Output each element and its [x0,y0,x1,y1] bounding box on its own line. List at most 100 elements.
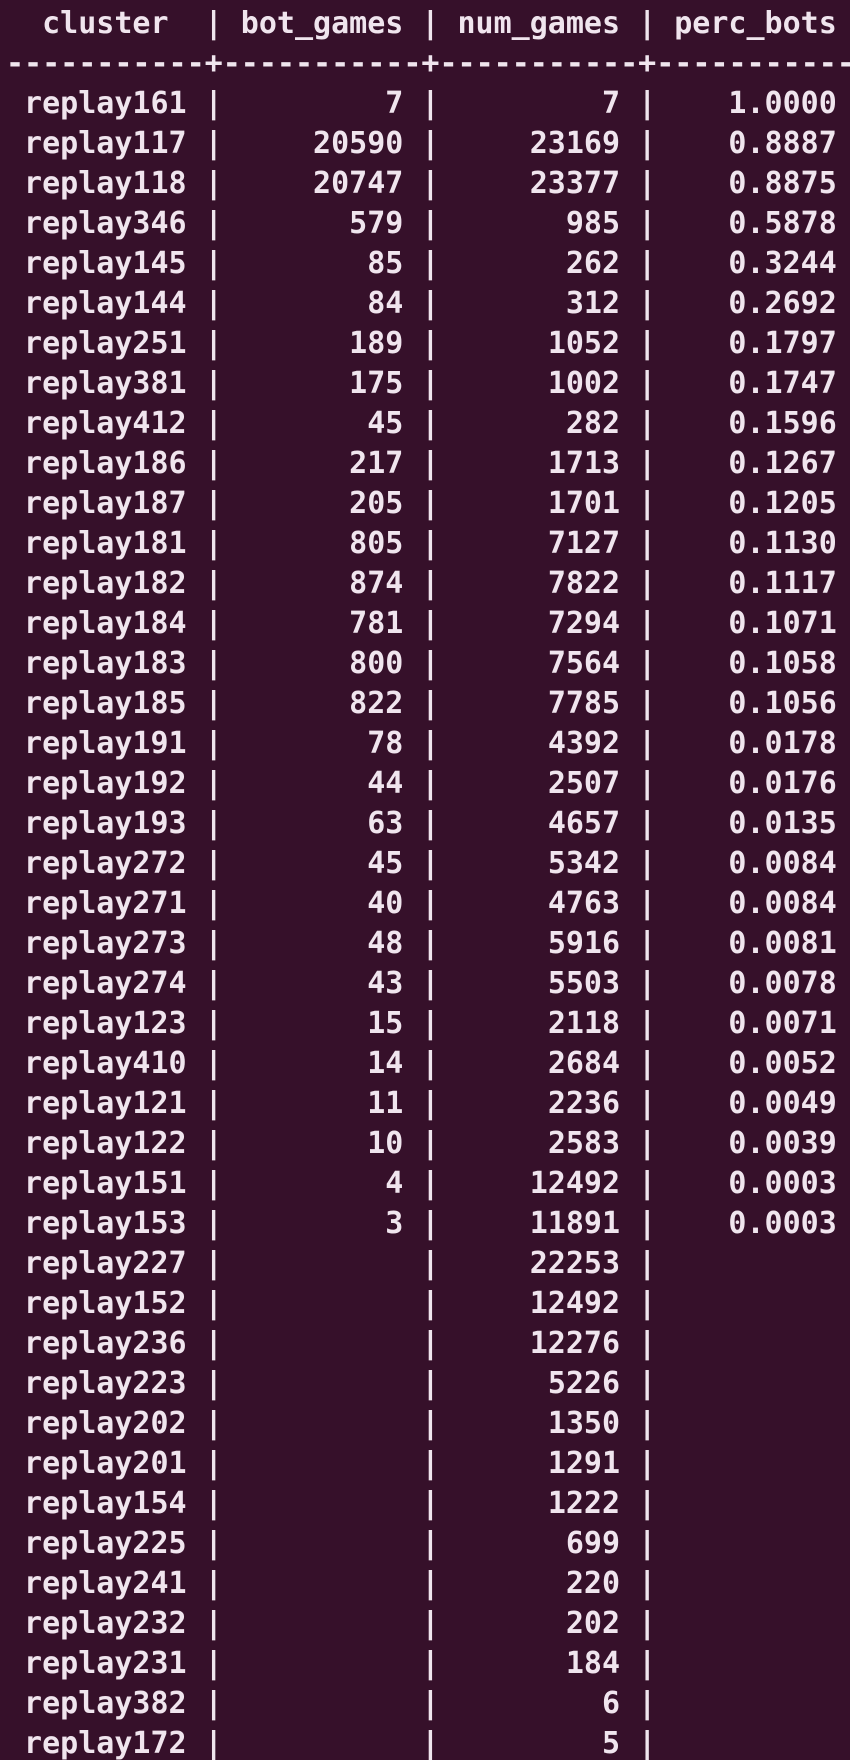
cell-perc-bots: 0.0084 [728,846,837,881]
table-row: replay410 | 14 | 2684 | 0.0052 [6,1044,850,1084]
column-divider: | [204,926,223,961]
cell-bot-games: 874 [349,566,404,601]
cell-perc-bots: 0.0178 [728,726,837,761]
table-row: replay272 | 45 | 5342 | 0.0084 [6,844,850,884]
cell-num-games: 202 [565,1606,621,1641]
cell-cluster: replay346 [24,206,187,241]
column-divider: | [421,1486,440,1521]
column-divider: | [421,1326,440,1361]
cell-num-games: 1002 [547,366,621,401]
table-row: replay412 | 45 | 282 | 0.1596 [6,404,850,444]
column-divider: | [204,1526,223,1561]
column-divider: | [421,1526,440,1561]
cell-num-games: 262 [565,246,621,281]
cell-perc-bots [656,1284,850,1324]
cell-num-games: 184 [565,1646,621,1681]
table-row: replay271 | 40 | 4763 | 0.0084 [6,884,850,924]
column-divider: | [421,926,440,961]
table-row: replay187 | 205 | 1701 | 0.1205 [6,484,850,524]
table-row: replay144 | 84 | 312 | 0.2692 [6,284,850,324]
cell-perc-bots: 0.0078 [728,966,837,1001]
column-divider: | [638,1206,657,1241]
column-divider: | [638,566,657,601]
cell-bot-games: 78 [367,726,404,761]
column-divider: | [204,1326,223,1361]
table-row: replay185 | 822 | 7785 | 0.1056 [6,684,850,724]
cell-bot-games: 20590 [313,126,404,161]
table-row: replay251 | 189 | 1052 | 0.1797 [6,324,850,364]
cell-bot-games [223,1724,422,1760]
column-divider: | [204,1206,223,1241]
cell-num-games: 22253 [529,1246,621,1281]
column-divider: | [638,206,657,241]
cell-cluster: replay161 [24,86,187,121]
cell-cluster: replay412 [24,406,187,441]
table-row: replay192 | 44 | 2507 | 0.0176 [6,764,850,804]
cell-bot-games: 11 [367,1086,404,1121]
column-divider: | [204,966,223,1001]
column-divider: | [421,1206,440,1241]
cell-num-games: 1701 [547,486,621,521]
cell-bot-games: 43 [367,966,404,1001]
cell-num-games: 12276 [529,1326,621,1361]
column-divider: | [638,1246,657,1281]
column-divider: | [421,126,440,161]
column-divider: | [421,526,440,561]
column-header-cluster: cluster [42,6,169,41]
column-divider: | [204,486,223,521]
cell-perc-bots: 0.0135 [728,806,837,841]
cell-perc-bots: 0.0084 [728,886,837,921]
cell-cluster: replay201 [24,1446,187,1481]
table-row: replay154 | | 1222 | [6,1484,850,1524]
column-divider: | [638,926,657,961]
cell-bot-games: 45 [367,846,404,881]
table-row: replay117 | 20590 | 23169 | 0.8887 [6,124,850,164]
table-row: replay123 | 15 | 2118 | 0.0071 [6,1004,850,1044]
cell-num-games: 1052 [547,326,621,361]
column-divider: | [204,566,223,601]
cell-num-games: 1291 [547,1446,621,1481]
column-divider: | [638,1046,657,1081]
cell-perc-bots: 0.5878 [728,206,837,241]
column-divider: | [638,726,657,761]
cell-bot-games: 14 [367,1046,404,1081]
table-row: replay118 | 20747 | 23377 | 0.8875 [6,164,850,204]
cell-cluster: replay223 [24,1366,187,1401]
table-row: replay202 | | 1350 | [6,1404,850,1444]
column-divider: | [638,366,657,401]
column-divider: | [638,1646,657,1681]
table-row: replay151 | 4 | 12492 | 0.0003 [6,1164,850,1204]
cell-cluster: replay117 [24,126,187,161]
column-divider: | [421,286,440,321]
column-divider: | [204,366,223,401]
column-divider: | [638,526,657,561]
column-divider: | [421,1006,440,1041]
column-divider: | [204,286,223,321]
column-divider: | [204,1646,223,1681]
column-divider: | [638,1126,657,1161]
cell-num-games: 7564 [547,646,621,681]
cell-cluster: replay145 [24,246,187,281]
column-divider: | [204,1246,223,1281]
column-divider: | [204,886,223,921]
cell-bot-games: 800 [349,646,404,681]
column-divider: | [638,1086,657,1121]
column-divider: | [421,686,440,721]
table-row: replay122 | 10 | 2583 | 0.0039 [6,1124,850,1164]
column-divider: | [638,1686,657,1721]
column-divider: | [204,526,223,561]
cell-cluster: replay225 [24,1526,187,1561]
cell-perc-bots: 0.2692 [728,286,837,321]
column-divider: | [204,1126,223,1161]
column-divider: | [204,1566,223,1601]
cell-num-games: 282 [565,406,621,441]
cell-bot-games: 175 [349,366,404,401]
cell-perc-bots: 0.0081 [728,926,837,961]
table-row: replay227 | | 22253 | [6,1244,850,1284]
cell-cluster: replay118 [24,166,187,201]
column-header-perc-bots: perc_bots [674,6,837,41]
cell-cluster: replay231 [24,1646,187,1681]
column-divider: | [421,1366,440,1401]
cell-cluster: replay236 [24,1326,187,1361]
